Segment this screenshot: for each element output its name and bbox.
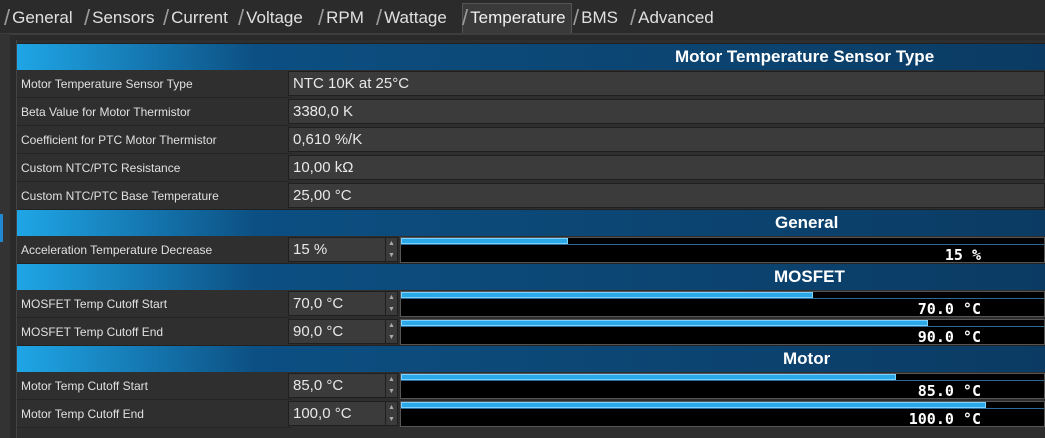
param-row: MOSFET Temp Cutoff End 90,0 °C ▲ ▼ 90.0 °… xyxy=(17,318,1045,346)
value-bar: 85.0 °C xyxy=(400,373,1045,400)
beta-value-input[interactable]: 3380,0 K xyxy=(288,99,1045,124)
param-label: Acceleration Temperature Decrease xyxy=(17,236,291,264)
chevron-down-icon[interactable]: ▼ xyxy=(388,305,395,313)
tab-advanced[interactable]: / Advanced xyxy=(630,5,714,30)
param-label: Motor Temp Cutoff Start xyxy=(17,372,291,400)
bar-track-line xyxy=(401,326,1044,327)
left-edge xyxy=(0,34,10,438)
param-row: Acceleration Temperature Decrease 15 % ▲… xyxy=(17,236,1045,264)
tab-voltage[interactable]: / Voltage xyxy=(238,5,303,30)
spinbox-arrows[interactable]: ▲ ▼ xyxy=(386,373,398,398)
section-header-general: General xyxy=(17,209,1045,236)
ptc-coefficient-input[interactable]: 0,610 %/K xyxy=(288,127,1045,152)
tab-separator: / xyxy=(630,5,637,30)
chevron-up-icon[interactable]: ▲ xyxy=(388,240,395,248)
tab-separator: / xyxy=(573,5,580,30)
param-label: Beta Value for Motor Thermistor xyxy=(17,98,291,126)
chevron-up-icon[interactable]: ▲ xyxy=(388,322,395,330)
chevron-up-icon[interactable]: ▲ xyxy=(388,404,395,412)
tab-separator: / xyxy=(238,5,245,30)
value-bar: 70.0 °C xyxy=(400,291,1045,318)
param-row: Coefficient for PTC Motor Thermistor 0,6… xyxy=(17,126,1045,154)
tab-divider xyxy=(0,33,1045,35)
tab-general[interactable]: / General xyxy=(4,5,73,30)
bar-fill xyxy=(401,238,569,244)
section-title: Motor xyxy=(783,349,831,368)
param-label: MOSFET Temp Cutoff Start xyxy=(17,290,291,318)
bar-value-text: 90.0 °C xyxy=(917,328,981,346)
param-row: Motor Temp Cutoff Start 85,0 °C ▲ ▼ 85.0 … xyxy=(17,372,1045,400)
bar-track-line xyxy=(401,380,1044,381)
section-title: Motor Temperature Sensor Type xyxy=(675,47,935,66)
motor-cutoff-end-input[interactable]: 100,0 °C xyxy=(288,401,386,426)
param-row: Motor Temp Cutoff End 100,0 °C ▲ ▼ 100.0 … xyxy=(17,400,1045,428)
tab-separator: / xyxy=(376,5,383,30)
param-label: Custom NTC/PTC Resistance xyxy=(17,154,291,182)
spinbox-arrows[interactable]: ▲ ▼ xyxy=(386,291,398,316)
param-label: Custom NTC/PTC Base Temperature xyxy=(17,182,291,210)
tab-rpm[interactable]: / RPM xyxy=(318,5,364,30)
chevron-down-icon[interactable]: ▼ xyxy=(388,333,395,341)
bar-value-text: 70.0 °C xyxy=(917,300,981,318)
spinbox-arrows[interactable]: ▲ ▼ xyxy=(386,319,398,344)
chevron-up-icon[interactable]: ▲ xyxy=(388,294,395,302)
custom-base-temp-input[interactable]: 25,00 °C xyxy=(288,183,1045,208)
param-label: Motor Temp Cutoff End xyxy=(17,400,291,428)
tab-wattage[interactable]: / Wattage xyxy=(376,5,447,30)
tab-separator: / xyxy=(84,5,91,30)
chevron-down-icon[interactable]: ▼ xyxy=(388,251,395,259)
tab-separator: / xyxy=(318,5,325,30)
tab-bar: / General / Sensors / Current / Voltage / RPM… xyxy=(0,0,1045,35)
section-header-mosfet: MOSFET xyxy=(17,263,1045,290)
bar-fill xyxy=(401,374,897,380)
param-label: Motor Temperature Sensor Type xyxy=(17,70,291,98)
spinbox-arrows[interactable]: ▲ ▼ xyxy=(386,401,398,426)
section-header-motor: Motor xyxy=(17,345,1045,372)
param-label: MOSFET Temp Cutoff End xyxy=(17,318,291,346)
tab-bms[interactable]: / BMS xyxy=(573,5,618,30)
param-row: Beta Value for Motor Thermistor 3380,0 K xyxy=(17,98,1045,126)
bar-value-text: 100.0 °C xyxy=(908,410,981,428)
param-row: Motor Temperature Sensor Type NTC 10K at… xyxy=(17,70,1045,98)
tab-temperature[interactable]: / Temperature xyxy=(462,5,566,30)
tab-current[interactable]: / Current xyxy=(163,5,228,30)
section-title: MOSFET xyxy=(774,267,845,286)
section-header-sensor-type: Motor Temperature Sensor Type xyxy=(17,43,1045,70)
bar-fill xyxy=(401,292,813,298)
bar-value-text: 85.0 °C xyxy=(917,382,981,400)
accel-temp-decrease-input[interactable]: 15 % xyxy=(288,237,386,262)
value-bar: 100.0 °C xyxy=(400,401,1045,428)
param-row: Custom NTC/PTC Base Temperature 25,00 °C xyxy=(17,182,1045,210)
active-tab-background xyxy=(462,3,572,35)
spinbox-arrows[interactable]: ▲ ▼ xyxy=(386,237,398,262)
chevron-down-icon[interactable]: ▼ xyxy=(388,387,395,395)
bar-fill xyxy=(401,320,929,326)
bar-value-text: 15 % xyxy=(944,246,981,264)
chevron-down-icon[interactable]: ▼ xyxy=(388,415,395,423)
bar-track-line xyxy=(401,408,1044,409)
custom-resistance-input[interactable]: 10,00 kΩ xyxy=(288,155,1045,180)
bar-track-line xyxy=(401,298,1044,299)
param-label: Coefficient for PTC Motor Thermistor xyxy=(17,126,291,154)
section-title: General xyxy=(775,213,839,232)
tab-separator: / xyxy=(163,5,170,30)
chevron-up-icon[interactable]: ▲ xyxy=(388,376,395,384)
motor-cutoff-start-input[interactable]: 85,0 °C xyxy=(288,373,386,398)
value-bar: 15 % xyxy=(400,237,1045,264)
left-scroll-marker xyxy=(0,214,3,242)
bar-track-line xyxy=(401,244,1044,245)
sensor-type-select[interactable]: NTC 10K at 25°C xyxy=(288,71,1045,96)
value-bar: 90.0 °C xyxy=(400,319,1045,346)
mosfet-cutoff-end-input[interactable]: 90,0 °C xyxy=(288,319,386,344)
tab-separator: / xyxy=(4,5,11,30)
mosfet-cutoff-start-input[interactable]: 70,0 °C xyxy=(288,291,386,316)
tab-separator: / xyxy=(462,5,469,30)
tab-sensors[interactable]: / Sensors xyxy=(84,5,155,30)
param-row: MOSFET Temp Cutoff Start 70,0 °C ▲ ▼ 70.0… xyxy=(17,290,1045,318)
bar-fill xyxy=(401,402,987,408)
param-row: Custom NTC/PTC Resistance 10,00 kΩ xyxy=(17,154,1045,182)
